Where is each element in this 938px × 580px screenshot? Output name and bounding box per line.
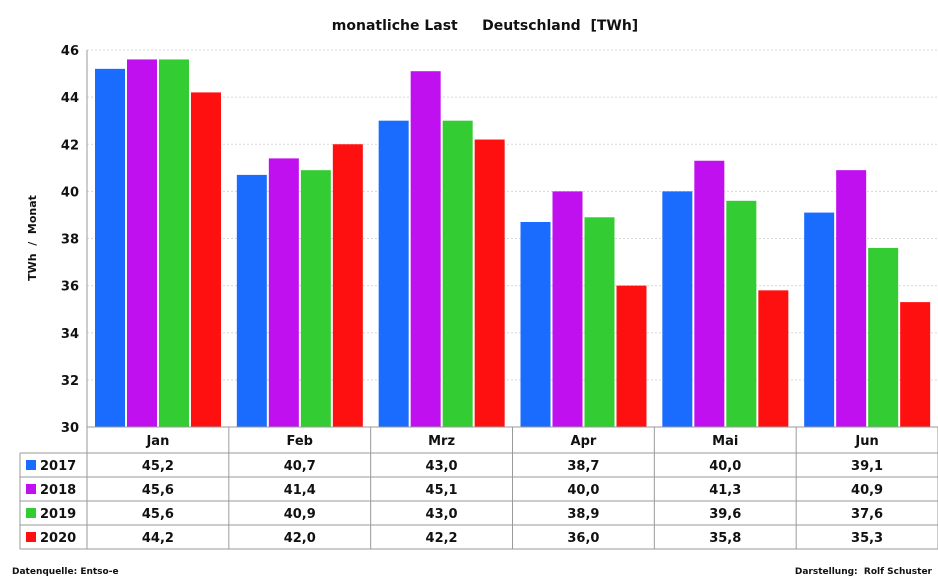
data-label: 45,6 xyxy=(142,483,174,498)
data-label: 40,9 xyxy=(851,483,883,498)
data-label: 43,0 xyxy=(426,507,458,522)
bar-2017-Feb xyxy=(236,174,267,427)
legend-swatch xyxy=(26,460,36,470)
bar-2017-Jan xyxy=(95,68,125,427)
legend-swatch xyxy=(26,532,36,542)
data-label: 44,2 xyxy=(142,531,174,546)
bar-2019-Apr xyxy=(584,217,615,427)
bar-2020-Jun xyxy=(900,302,931,427)
x-tick-label: Apr xyxy=(571,434,597,449)
y-tick-label: 38 xyxy=(61,233,79,248)
bar-2017-Jun xyxy=(804,212,835,427)
data-label: 42,2 xyxy=(426,531,458,546)
bar-2019-Mrz xyxy=(442,120,473,427)
bars xyxy=(95,59,931,428)
bar-2020-Jan xyxy=(191,92,221,427)
x-tick-label: Mrz xyxy=(428,434,455,449)
bar-2018-Feb xyxy=(268,158,299,427)
legend-entry: 2019 xyxy=(40,507,76,522)
y-tick-label: 40 xyxy=(61,185,79,200)
data-label: 38,9 xyxy=(567,507,599,522)
legend-entry: 2020 xyxy=(40,531,76,546)
legend-entry: 2018 xyxy=(40,483,76,498)
bar-2018-Mai xyxy=(694,160,725,427)
bar-2018-Apr xyxy=(552,191,583,427)
data-label: 39,1 xyxy=(851,459,883,474)
bar-2018-Jan xyxy=(127,59,157,428)
y-tick-label: 42 xyxy=(61,138,79,153)
y-tick-label: 46 xyxy=(61,44,79,59)
chart-title: monatliche Last Deutschland [TWh] xyxy=(332,18,638,34)
y-tick-label: 34 xyxy=(61,327,79,342)
x-tick-label: Mai xyxy=(712,434,738,449)
legend-swatch xyxy=(26,508,36,518)
x-tick-label: Feb xyxy=(287,434,313,449)
y-axis-label: TWh / Monat xyxy=(26,195,39,281)
bar-2017-Mrz xyxy=(378,120,409,427)
bar-2019-Feb xyxy=(300,170,331,427)
bar-2018-Mrz xyxy=(410,71,441,428)
data-label: 40,7 xyxy=(284,459,316,474)
legend-entry: 2017 xyxy=(40,459,76,474)
bar-2020-Feb xyxy=(332,144,363,427)
y-tick-label: 30 xyxy=(61,421,79,436)
bar-2017-Mai xyxy=(662,191,693,427)
data-label: 39,6 xyxy=(709,507,741,522)
bar-2020-Mrz xyxy=(474,139,505,427)
y-tick-label: 32 xyxy=(61,374,79,389)
bar-2017-Apr xyxy=(520,222,551,427)
x-tick-label: Jan xyxy=(145,434,169,449)
data-label: 38,7 xyxy=(567,459,599,474)
data-label: 43,0 xyxy=(426,459,458,474)
bar-2020-Mai xyxy=(758,290,789,427)
y-tick-label: 36 xyxy=(61,280,79,295)
data-label: 42,0 xyxy=(284,531,316,546)
credit-note: Darstellung: Rolf Schuster xyxy=(795,567,933,577)
gridlines xyxy=(86,49,938,428)
data-label: 35,3 xyxy=(851,531,883,546)
x-tick-label: Jun xyxy=(854,434,878,449)
data-label: 41,4 xyxy=(284,483,316,498)
data-label: 45,1 xyxy=(426,483,458,498)
data-label: 40,9 xyxy=(284,507,316,522)
data-label: 40,0 xyxy=(709,459,741,474)
data-label: 40,0 xyxy=(567,483,599,498)
bar-2019-Jan xyxy=(159,59,189,428)
y-tick-label: 44 xyxy=(61,91,79,106)
data-label: 36,0 xyxy=(567,531,599,546)
data-label: 37,6 xyxy=(851,507,883,522)
bar-2020-Apr xyxy=(616,285,647,427)
data-label: 41,3 xyxy=(709,483,741,498)
data-label: 45,2 xyxy=(142,459,174,474)
source-note: Datenquelle: Entso-e xyxy=(12,567,119,577)
legend-swatch xyxy=(26,484,36,494)
bar-2018-Jun xyxy=(836,170,867,427)
bar-2019-Jun xyxy=(868,247,899,427)
bar-2019-Mai xyxy=(726,200,757,427)
data-table: Jan Feb Mrz Apr Mai Jun 2017 45,2 40,7 43,0 38,7 40… xyxy=(19,426,938,550)
data-label: 45,6 xyxy=(142,507,174,522)
y-axis-ticks: 30 32 34 36 38 40 42 44 46 xyxy=(61,44,79,436)
data-label: 35,8 xyxy=(709,531,741,546)
